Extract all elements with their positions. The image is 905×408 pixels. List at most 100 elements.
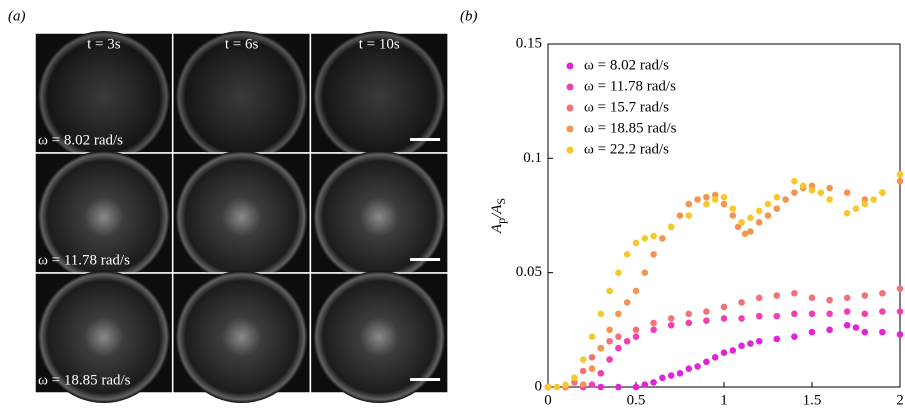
data-point — [720, 193, 728, 201]
dish — [37, 151, 170, 283]
data-point — [588, 333, 596, 340]
omega-label: ω = 18.85 rad/s — [38, 372, 131, 388]
data-point — [632, 326, 640, 334]
panel-label: (a) — [8, 8, 26, 24]
data-point — [667, 315, 675, 322]
data-point — [615, 269, 622, 276]
data-point — [879, 289, 886, 297]
data-point — [632, 333, 640, 340]
data-point — [791, 177, 798, 185]
time-label: t = 3s — [87, 36, 121, 52]
legend-marker — [566, 104, 574, 112]
y-tick-label: 0.1 — [523, 150, 542, 166]
data-point — [720, 303, 728, 311]
data-point — [755, 337, 763, 345]
data-point — [782, 196, 789, 203]
data-point — [791, 310, 798, 318]
data-point — [588, 381, 596, 389]
data-point — [826, 196, 833, 203]
data-point — [623, 337, 631, 345]
data-point — [741, 230, 749, 238]
data-point — [747, 228, 754, 235]
data-point — [571, 379, 578, 386]
data-point — [879, 328, 886, 336]
data-point — [896, 285, 904, 292]
data-point — [799, 182, 807, 190]
data-point — [676, 212, 684, 219]
data-point — [808, 328, 816, 336]
data-point — [720, 349, 728, 357]
data-point — [870, 196, 877, 203]
data-point — [861, 328, 869, 336]
data-point — [615, 310, 622, 318]
data-point — [685, 365, 693, 373]
data-point — [791, 289, 798, 297]
y-tick-label: 0.05 — [516, 264, 542, 280]
data-point — [729, 347, 737, 354]
data-point — [597, 344, 605, 352]
data-point — [738, 299, 745, 306]
data-point — [791, 189, 798, 196]
data-point — [615, 383, 622, 391]
time-label: t = 6s — [225, 36, 259, 52]
data-point — [711, 353, 719, 361]
data-point — [755, 312, 763, 320]
data-point — [632, 239, 640, 247]
data-point — [843, 209, 851, 217]
y-tick-label: 0 — [535, 378, 543, 394]
y-tick-label: 0.15 — [516, 35, 542, 51]
data-point — [667, 372, 675, 379]
time-label: t = 10s — [359, 36, 400, 52]
data-point — [755, 207, 763, 215]
data-point — [711, 196, 719, 203]
data-point — [650, 379, 657, 386]
data-point — [588, 353, 596, 361]
data-point — [632, 383, 640, 391]
data-point — [791, 333, 798, 340]
panel-label: (b) — [460, 8, 478, 24]
data-point — [738, 342, 745, 350]
data-point — [773, 312, 781, 320]
data-point — [808, 294, 816, 302]
data-point — [597, 369, 605, 377]
data-point — [720, 315, 728, 322]
data-point — [579, 367, 587, 375]
y-axis-label: Ap/AS — [489, 198, 507, 234]
data-point — [729, 205, 737, 212]
data-point — [667, 321, 675, 329]
data-point — [808, 187, 816, 194]
legend-marker — [566, 125, 574, 133]
data-point — [650, 232, 657, 240]
data-point — [738, 315, 745, 322]
legend-marker — [566, 146, 574, 154]
data-point — [896, 171, 904, 178]
y-axis-label-part: S — [494, 198, 508, 205]
data-point — [606, 356, 613, 363]
data-point — [861, 310, 869, 318]
data-point — [738, 219, 745, 226]
legend-marker — [566, 83, 574, 91]
data-point — [694, 363, 701, 370]
y-axis-label-part: A — [489, 223, 505, 234]
x-tick-label: 2 — [896, 392, 904, 408]
scale-bar — [410, 258, 441, 261]
data-point — [764, 212, 772, 219]
data-point — [852, 205, 860, 212]
data-point — [685, 212, 693, 219]
data-point — [544, 383, 552, 391]
data-point — [843, 321, 851, 329]
y-axis-label-part: p — [494, 218, 508, 224]
data-point — [773, 205, 781, 212]
dish — [175, 271, 308, 403]
legend-marker — [566, 62, 574, 70]
x-tick-label: 0.5 — [627, 392, 646, 408]
data-point — [826, 326, 833, 334]
omega-label: ω = 11.78 rad/s — [38, 252, 130, 268]
data-point — [632, 287, 640, 295]
data-point — [817, 189, 825, 196]
legend-label: ω = 18.85 rad/s — [584, 120, 677, 136]
data-point — [615, 333, 622, 340]
data-point — [729, 212, 737, 219]
data-point — [641, 235, 649, 242]
